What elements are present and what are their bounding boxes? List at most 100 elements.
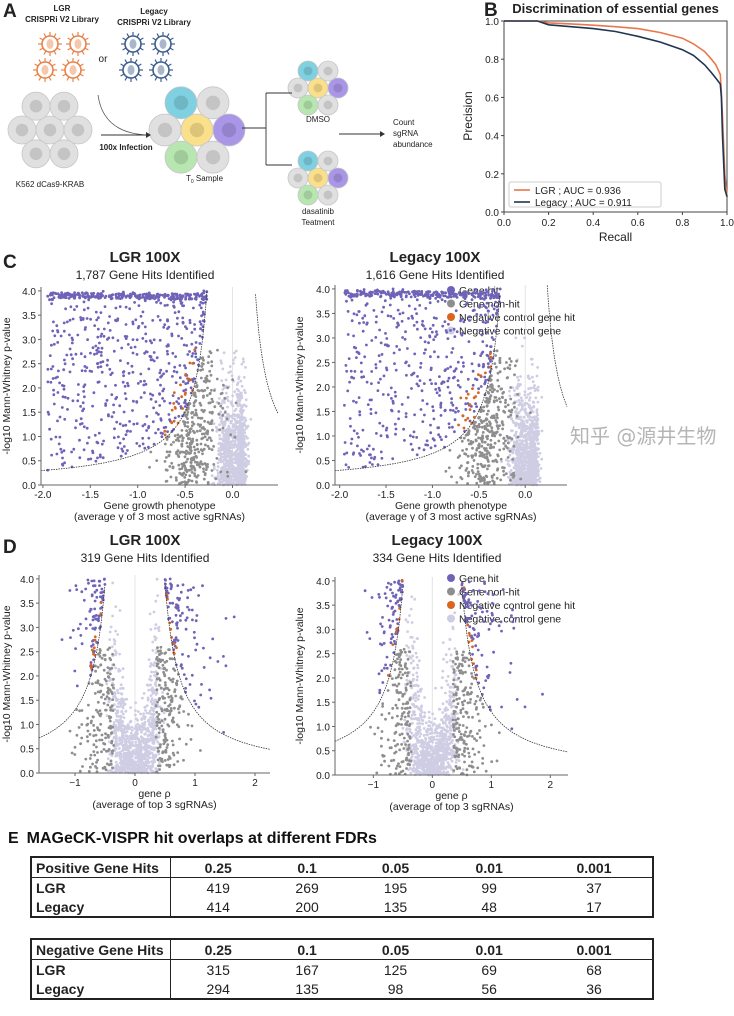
point-gene-hit: [126, 294, 130, 297]
point-gene-non-hit: [191, 440, 195, 443]
point-negative-control-gene: [223, 424, 227, 427]
point-gene-hit: [190, 342, 194, 346]
point-negative-control-gene: [224, 435, 228, 439]
virus-capsid: [64, 61, 82, 79]
point-gene-non-hit: [186, 421, 190, 424]
point-gene-non-hit: [234, 401, 238, 405]
point-negative-control-gene-hit: [189, 378, 192, 382]
point-gene-non-hit: [488, 420, 491, 424]
point-gene-non-hit: [485, 396, 488, 400]
point-gene-hit: [475, 313, 479, 316]
point-negative-control-gene: [527, 452, 530, 456]
point-gene-hit: [383, 343, 387, 347]
x-tick-label: -1.5: [82, 490, 100, 501]
point-gene-non-hit: [180, 429, 184, 432]
point-negative-control-gene: [529, 459, 533, 462]
point-negative-control-gene: [218, 437, 222, 441]
point-gene-hit: [412, 289, 416, 293]
point-gene-hit: [121, 449, 125, 453]
panel-label-a: A: [3, 1, 17, 22]
point-gene-hit: [352, 399, 355, 403]
x-tick-label: 0.4: [586, 218, 600, 229]
point-gene-hit: [409, 434, 412, 438]
point-negative-control-gene: [531, 477, 535, 481]
point-gene-non-hit: [182, 463, 186, 467]
point-negative-control-gene: [233, 356, 237, 360]
point-gene-non-hit: [508, 449, 512, 453]
point-negative-control-gene: [246, 443, 250, 447]
point-gene-non-hit: [173, 434, 177, 438]
point-gene-non-hit: [199, 403, 203, 407]
point-negative-control-gene: [151, 731, 155, 735]
point-gene-hit: [112, 411, 116, 414]
point-gene-hit: [83, 395, 86, 399]
point-gene-non-hit: [494, 431, 498, 435]
point-gene-non-hit: [194, 411, 198, 415]
point-negative-control-gene: [534, 425, 537, 429]
point-gene-hit: [470, 362, 474, 366]
point-gene-hit: [434, 297, 438, 300]
point-gene-hit: [86, 294, 90, 298]
point-gene-non-hit: [507, 415, 510, 419]
point-gene-hit: [419, 293, 423, 296]
point-negative-control-gene: [229, 421, 233, 425]
point-negative-control-gene: [534, 456, 538, 460]
point-gene-hit: [472, 409, 476, 413]
point-gene-hit: [198, 334, 202, 338]
point-negative-control-gene: [233, 445, 236, 449]
point-gene-hit: [461, 361, 465, 365]
point-gene-non-hit: [500, 421, 504, 425]
point-negative-control-gene: [117, 715, 120, 718]
point-gene-non-hit: [515, 414, 519, 418]
point-gene-hit: [398, 312, 402, 316]
point-gene-non-hit: [221, 406, 225, 410]
point-gene-hit: [122, 410, 126, 414]
y-tick-label: 2.5: [22, 360, 36, 371]
point-gene-hit: [85, 366, 89, 369]
point-gene-hit: [128, 420, 132, 423]
point-gene-non-hit: [163, 442, 167, 446]
x-tick-label: -2.0: [34, 490, 52, 501]
point-gene-hit: [428, 295, 432, 299]
point-gene-hit: [62, 329, 66, 333]
point-gene-hit: [188, 318, 192, 322]
point-gene-hit: [462, 293, 466, 297]
point-gene-hit: [188, 321, 192, 325]
point-gene-hit: [364, 303, 368, 307]
point-gene-hit: [143, 292, 146, 296]
point-gene-hit: [118, 404, 122, 408]
point-gene-hit: [119, 454, 123, 458]
point-negative-control-gene: [239, 416, 243, 419]
point-gene-hit: [378, 290, 382, 293]
point-gene-hit: [168, 401, 172, 405]
point-gene-hit: [449, 408, 452, 412]
point-negative-control-gene: [516, 384, 520, 388]
cell-nucleus: [303, 156, 313, 166]
point-negative-control-gene: [539, 467, 543, 470]
point-negative-control-gene: [508, 470, 512, 474]
point-gene-non-hit: [484, 417, 488, 421]
point-gene-hit: [114, 383, 117, 387]
point-gene-hit: [443, 320, 447, 323]
point-gene-non-hit: [208, 391, 212, 395]
point-gene-non-hit: [211, 428, 214, 432]
point-gene-non-hit: [226, 386, 230, 390]
point-gene-hit: [63, 358, 66, 362]
point-gene-hit: [422, 448, 426, 452]
point-gene-hit: [453, 430, 456, 434]
point-negative-control-gene: [508, 453, 512, 457]
point-gene-hit: [114, 306, 118, 310]
point-negative-control-gene: [234, 407, 238, 411]
point-gene-hit: [376, 288, 379, 292]
point-gene-hit: [189, 386, 193, 390]
point-gene-hit: [48, 298, 51, 302]
point-negative-control-gene: [243, 388, 246, 392]
point-negative-control-gene: [532, 445, 535, 449]
point-gene-non-hit: [179, 472, 183, 476]
lgr-library-label: LGR: [54, 4, 71, 13]
point-negative-control-gene: [241, 441, 245, 445]
point-negative-control-gene: [535, 411, 539, 414]
point-gene-hit: [132, 292, 136, 295]
point-negative-control-gene: [519, 421, 523, 425]
